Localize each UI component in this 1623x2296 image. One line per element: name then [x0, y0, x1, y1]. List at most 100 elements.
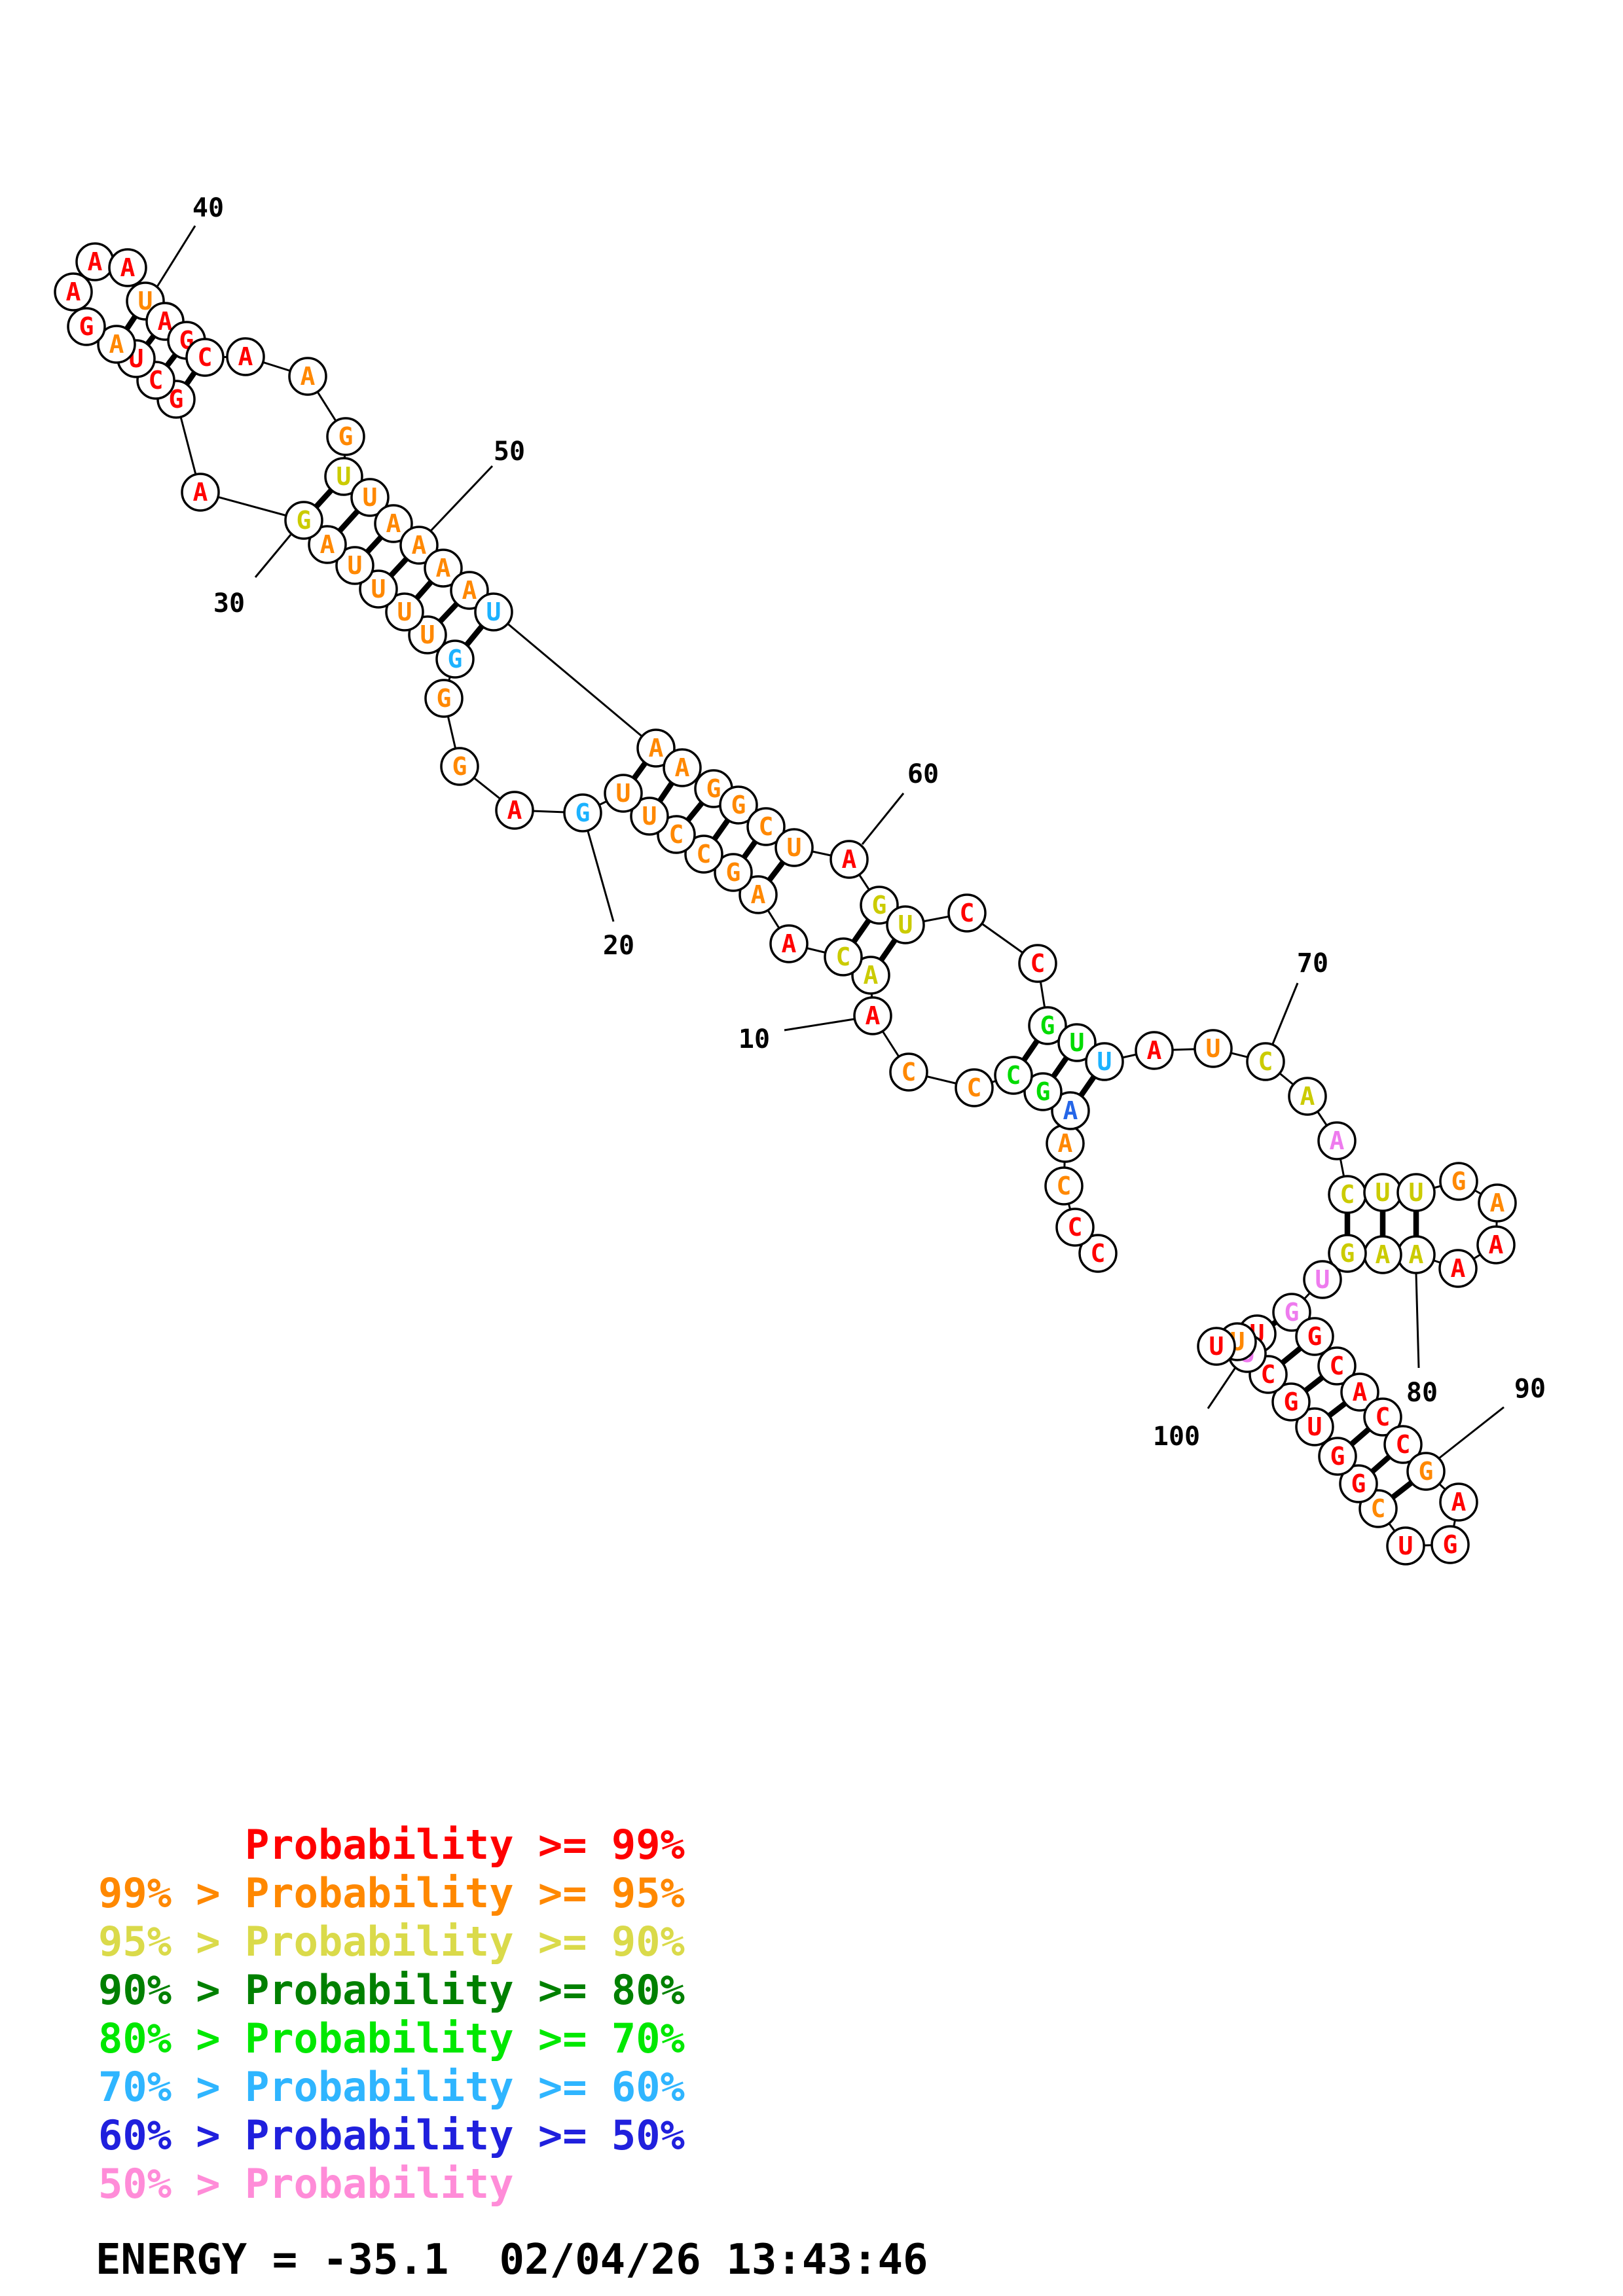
nucleotide-circle-84	[1272, 1293, 1311, 1332]
nucleotide-letter-45: A	[301, 362, 316, 391]
nucleotide-letter-15: G	[726, 858, 741, 887]
nucleotide-circle-10	[853, 996, 892, 1035]
nucleotide-circle-46	[326, 417, 365, 456]
nucleotide-letter-70: C	[1258, 1047, 1273, 1076]
nucleotide-letter-87: A	[1353, 1378, 1368, 1407]
position-label-50: 50	[494, 437, 525, 467]
position-label-30: 30	[213, 588, 245, 619]
nucleotide-circle-1	[1078, 1234, 1118, 1273]
nucleotide-letter-40: U	[138, 287, 153, 315]
nucleotide-letter-18: U	[642, 802, 657, 831]
nucleotide-letter-46: G	[338, 422, 354, 451]
energy-line: ENERGY = -35.1 02/04/26 13:43:46	[96, 2236, 928, 2284]
nucleotide-circle-19	[604, 774, 643, 813]
label-pointer-line	[1271, 982, 1299, 1045]
nucleotide-letter-23: G	[437, 684, 452, 713]
nucleotide-letter-65: G	[1040, 1011, 1055, 1040]
nucleotide-letter-7: C	[1006, 1061, 1021, 1090]
nucleotide-letter-39: A	[120, 253, 136, 282]
nucleotide-letter-1: C	[1091, 1239, 1106, 1268]
nucleotide-letter-36: G	[79, 312, 94, 341]
nucleotide-circle-82	[1328, 1234, 1367, 1273]
nucleotide-circle-90	[1406, 1452, 1446, 1491]
nucleotide-circle-63	[947, 893, 987, 933]
nucleotide-letter-17: C	[669, 820, 684, 849]
nucleotide-circle-87	[1340, 1372, 1379, 1412]
nucleotide-circle-96	[1318, 1437, 1357, 1476]
nucleotide-letter-85: G	[1307, 1322, 1322, 1351]
nucleotide-circle-9	[889, 1052, 928, 1092]
nucleotide-circle-98	[1271, 1382, 1311, 1422]
nucleotide-letter-78: A	[1489, 1230, 1504, 1259]
nucleotide-letter-71: A	[1300, 1082, 1315, 1111]
nucleotide-letter-64: C	[1030, 949, 1046, 978]
nucleotide-letter-80: A	[1409, 1240, 1424, 1269]
nucleotide-letter-92: G	[1443, 1530, 1458, 1559]
nucleotide-circle-15	[714, 853, 753, 892]
backbone-segment	[493, 611, 657, 749]
nucleotide-letter-54: A	[649, 734, 664, 762]
nucleotide-letter-74: U	[1376, 1178, 1391, 1207]
nucleotide-circle-66	[1057, 1023, 1097, 1062]
nucleotide-circle-39	[108, 248, 147, 287]
nucleotide-circle-85	[1295, 1317, 1334, 1356]
nucleotide-letter-73: C	[1340, 1180, 1355, 1209]
legend-row-4: 90% > Probability >= 80%	[98, 1966, 685, 2014]
nucleotide-circle-52	[450, 571, 489, 610]
nucleotide-letter-51: A	[436, 554, 451, 583]
nucleotide-letter-5: A	[1063, 1096, 1078, 1125]
label-pointer-line	[861, 793, 905, 845]
nucleotide-circle-68	[1135, 1031, 1174, 1070]
nucleotide-circle-35	[97, 325, 136, 364]
nucleotide-letter-94: C	[1371, 1494, 1386, 1523]
nucleotide-letter-22: G	[452, 752, 467, 781]
nucleotide-circle-21	[495, 791, 534, 830]
label-pointer-line	[429, 465, 494, 532]
nucleotide-letter-37: A	[66, 278, 81, 306]
nucleotide-letter-79: A	[1451, 1254, 1466, 1283]
nucleotide-letter-9: C	[902, 1058, 917, 1086]
nucleotide-circle-13	[769, 924, 809, 963]
nucleotide-letter-31: A	[193, 478, 208, 507]
nucleotide-circle-17	[657, 815, 696, 854]
nucleotide-letter-50: A	[412, 531, 427, 560]
nucleotide-letter-58: C	[759, 812, 774, 841]
nucleotide-letter-43: C	[198, 343, 213, 372]
nucleotide-circle-5	[1051, 1091, 1090, 1130]
nucleotide-letter-90: G	[1419, 1457, 1434, 1486]
legend-row-1: Probability >= 99%	[98, 1821, 685, 1869]
nucleotide-letter-57: G	[731, 791, 746, 819]
nucleotide-circle-16	[684, 834, 723, 874]
nucleotide-circle-12	[824, 937, 863, 977]
legend-row-3: 95% > Probability >= 90%	[98, 1918, 685, 1965]
nucleotide-letter-30: G	[297, 506, 312, 535]
nucleotide-circle-23	[424, 679, 464, 718]
nucleotide-letter-11: A	[864, 961, 879, 990]
nucleotide-circle-60	[830, 840, 869, 879]
nucleotide-letter-12: C	[836, 942, 851, 971]
nucleotide-circle-36	[67, 307, 106, 346]
nucleotide-circle-28	[335, 546, 374, 585]
legend-row-7: 60% > Probability >= 50%	[98, 2111, 685, 2159]
label-pointer-line	[1438, 1406, 1504, 1460]
nucleotide-circle-54	[636, 728, 676, 768]
nucleotide-circle-103	[1197, 1327, 1236, 1366]
legend-row-2: 99% > Probability >= 95%	[98, 1869, 685, 1917]
nucleotide-letter-13: A	[782, 929, 797, 958]
nucleotide-letter-91: A	[1451, 1488, 1467, 1516]
nucleotide-circle-65	[1028, 1006, 1067, 1045]
label-pointer-line	[1207, 1364, 1239, 1409]
nucleotide-letter-4: A	[1058, 1129, 1073, 1158]
nucleotide-circle-70	[1246, 1042, 1285, 1081]
nucleotide-letter-63: C	[960, 899, 975, 927]
nucleotide-letter-53: U	[486, 598, 501, 626]
nucleotide-letter-56: G	[706, 774, 721, 803]
nucleotide-letter-76: G	[1451, 1167, 1467, 1196]
nucleotide-circle-6	[1023, 1072, 1063, 1111]
nucleotide-letter-6: G	[1036, 1077, 1051, 1106]
nucleotide-circle-62	[886, 905, 925, 944]
nucleotide-circle-88	[1363, 1397, 1402, 1437]
nucleotide-letter-21: A	[507, 796, 522, 825]
